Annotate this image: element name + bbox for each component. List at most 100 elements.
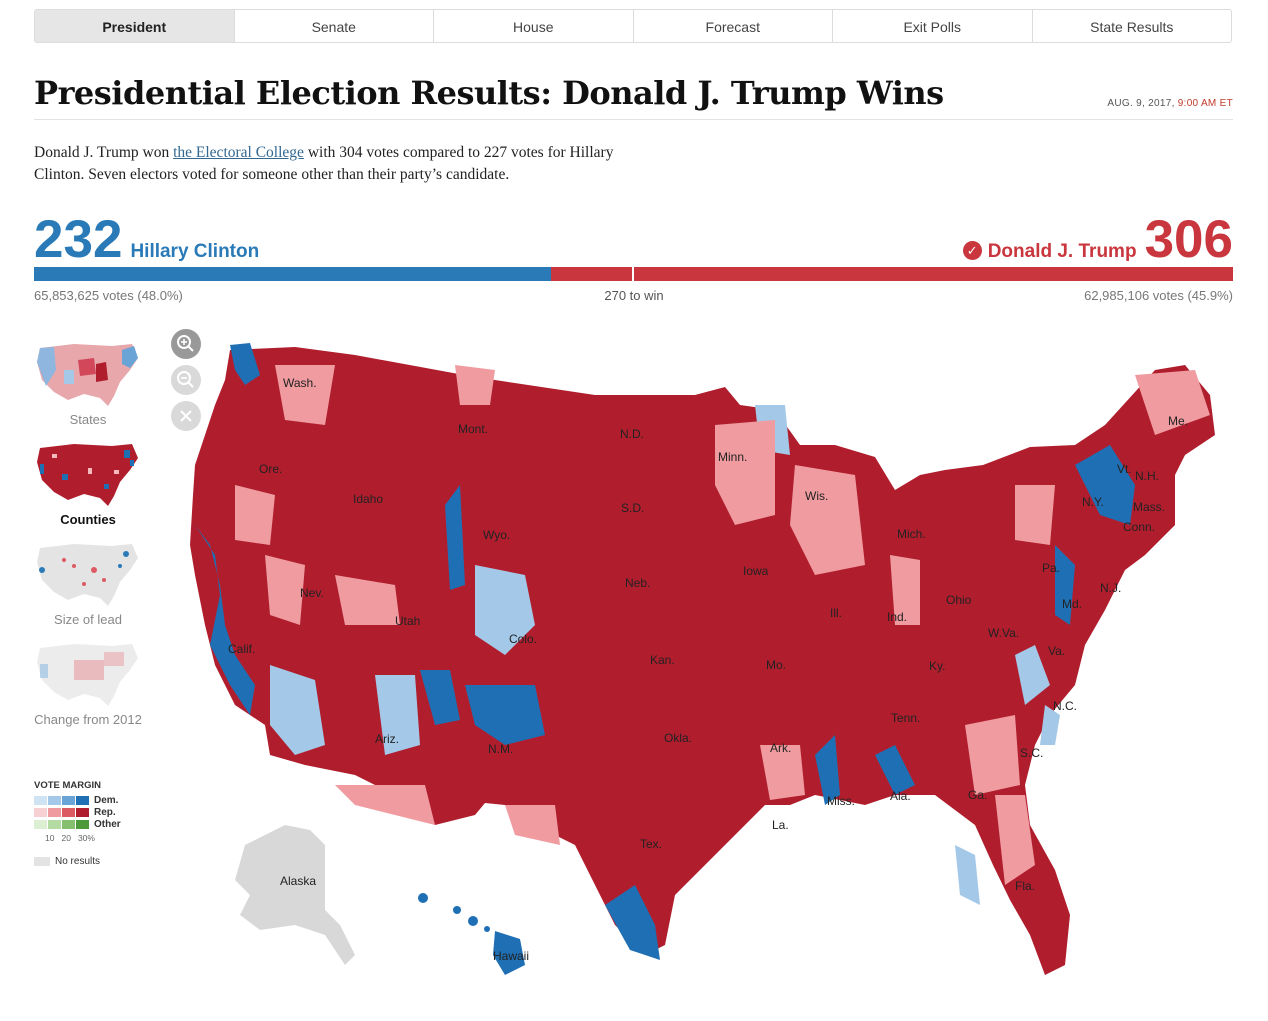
legend-title: VOTE MARGIN — [34, 780, 102, 791]
tab-state-results[interactable]: State Results — [1031, 10, 1232, 42]
zoom-out-icon — [177, 371, 194, 388]
state-label: Ky. — [929, 659, 945, 673]
democrat-name: Hillary Clinton — [130, 241, 260, 262]
view-states-label: States — [69, 412, 107, 427]
electoral-vote-bar — [34, 267, 1233, 281]
state-label: Okla. — [664, 731, 692, 745]
tab-forecast[interactable]: Forecast — [632, 10, 833, 42]
democrat-bar-fill — [34, 267, 551, 281]
state-label: N.D. — [620, 427, 644, 441]
legend-rep-label: Rep. — [94, 806, 116, 818]
title-divider — [34, 119, 1233, 120]
state-label: W.Va. — [988, 626, 1019, 640]
state-label: Mass. — [1133, 500, 1165, 514]
election-nav-tabs: President Senate House Forecast Exit Pol… — [34, 9, 1232, 43]
state-label: Ala. — [890, 789, 911, 803]
state-label: Ariz. — [375, 732, 399, 746]
state-label: Miss. — [827, 794, 855, 808]
state-label: Tex. — [640, 837, 662, 851]
state-label: Mo. — [766, 658, 786, 672]
page-title: Presidential Election Results: Donald J.… — [34, 74, 944, 112]
legend-no-results: No results — [34, 856, 121, 867]
to-win-label: 270 to win — [604, 288, 664, 303]
view-counties[interactable]: Counties — [34, 440, 142, 540]
zoom-in-button[interactable] — [171, 329, 201, 359]
winner-check-icon: ✓ — [962, 241, 982, 260]
state-label: Ga. — [968, 788, 987, 802]
change-from-2012-thumbnail-icon — [37, 644, 138, 706]
view-states[interactable]: States — [34, 340, 142, 440]
state-label: Wyo. — [483, 528, 510, 542]
state-label: Tenn. — [891, 711, 920, 725]
democrat-summary: 232 Hillary Clinton — [34, 210, 259, 270]
state-label: La. — [772, 818, 789, 832]
state-label: N.M. — [488, 742, 513, 756]
legend-other-label: Other — [94, 818, 121, 830]
republican-summary: ✓ Donald J. Trump 306 — [962, 210, 1233, 270]
reset-zoom-button[interactable] — [171, 401, 201, 431]
state-label: Minn. — [718, 450, 747, 464]
timestamp: AUG. 9, 2017, 9:00 AM ET — [1107, 98, 1233, 109]
legend-tick: 20 — [61, 833, 71, 843]
view-counties-label: Counties — [60, 512, 116, 527]
state-label: N.C. — [1053, 699, 1077, 713]
state-label: Wash. — [283, 376, 317, 390]
state-label: Ill. — [830, 606, 842, 620]
intro-text: Donald J. Trump won the Electoral Colleg… — [34, 142, 654, 186]
map-view-selector: States Counties Size of lead Change from… — [34, 340, 142, 740]
tab-house[interactable]: House — [433, 10, 633, 42]
state-label: Hawaii — [493, 949, 529, 963]
no-results-label: No results — [55, 856, 101, 867]
county-results-map[interactable]: Wash. Ore. Calif. Nev. Idaho Mont. Wyo. … — [175, 325, 1235, 985]
democrat-popular-votes: 65,853,625 votes (48.0%) — [34, 288, 183, 303]
state-label: Va. — [1048, 644, 1065, 658]
state-label: Pa. — [1042, 561, 1060, 575]
west-coast-dem-counties — [195, 343, 1135, 960]
counties-thumbnail-icon — [37, 444, 138, 506]
state-label: Iowa — [743, 564, 769, 578]
timestamp-date: AUG. 9, 2017, — [1107, 98, 1175, 109]
light-red-counties — [235, 365, 1210, 885]
state-label: N.Y. — [1082, 495, 1104, 509]
view-size-of-lead[interactable]: Size of lead — [34, 540, 142, 640]
win-threshold-marker — [632, 267, 634, 281]
state-label: Ohio — [946, 593, 972, 607]
view-change-from-2012-label: Change from 2012 — [34, 712, 142, 727]
close-icon — [180, 410, 192, 422]
view-change-from-2012[interactable]: Change from 2012 — [34, 640, 142, 740]
zoom-in-icon — [177, 335, 194, 352]
state-label: Fla. — [1015, 879, 1035, 893]
legend-row-other: Other — [34, 818, 121, 830]
republican-popular-votes: 62,985,106 votes (45.9%) — [1084, 288, 1233, 303]
state-label: Utah — [395, 614, 420, 628]
state-label: Alaska — [280, 874, 316, 888]
state-label: Md. — [1062, 597, 1082, 611]
tab-senate[interactable]: Senate — [233, 10, 434, 42]
legend-row-dem: Dem. — [34, 794, 121, 806]
intro-before: Donald J. Trump won — [34, 144, 174, 161]
state-label: Calif. — [228, 642, 255, 656]
hawaii-shape — [418, 893, 525, 975]
republican-name: Donald J. Trump — [987, 241, 1137, 262]
state-label: Idaho — [353, 492, 383, 506]
state-label: Neb. — [625, 576, 650, 590]
vote-margin-legend: VOTE MARGIN Dem. Rep. Other 10 20 30% No… — [34, 780, 121, 867]
state-label: Mont. — [458, 422, 488, 436]
state-label: Colo. — [509, 632, 537, 646]
state-label: Me. — [1168, 414, 1188, 428]
republican-electoral-votes: 306 — [1144, 210, 1233, 269]
state-label: Vt. — [1117, 462, 1132, 476]
electoral-college-link[interactable]: the Electoral College — [173, 144, 304, 161]
zoom-out-button[interactable] — [171, 365, 201, 395]
legend-tick: 30% — [77, 833, 95, 843]
democrat-electoral-votes: 232 — [34, 210, 123, 269]
states-thumbnail-icon — [37, 344, 138, 406]
state-label: Nev. — [300, 586, 324, 600]
state-label: N.J. — [1100, 581, 1121, 595]
timestamp-time: 9:00 AM ET — [1177, 98, 1233, 109]
tab-president[interactable]: President — [35, 10, 234, 42]
legend-row-rep: Rep. — [34, 806, 121, 818]
state-label: S.D. — [621, 501, 644, 515]
tab-exit-polls[interactable]: Exit Polls — [832, 10, 1032, 42]
state-label: Ark. — [770, 741, 791, 755]
